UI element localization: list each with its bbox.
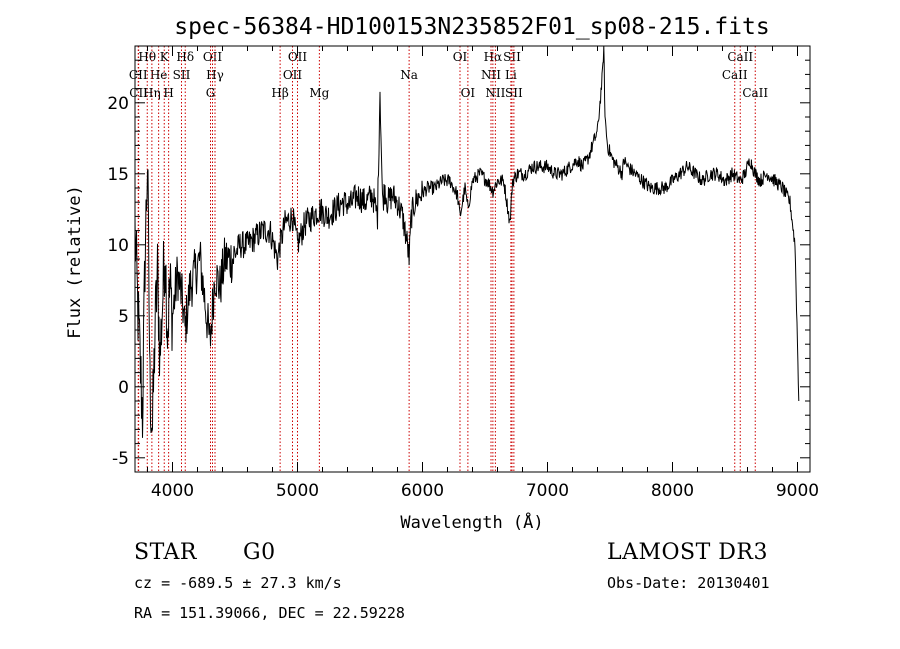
y-tick-label: -5 <box>112 449 129 469</box>
x-axis-label: Wavelength (Å) <box>400 511 543 533</box>
plot-frame <box>134 45 811 473</box>
line-marker-label: Hα <box>484 50 503 64</box>
spectrum-line <box>134 45 800 438</box>
spectrum-plot: spec-56384-HD100153N235852F01_sp08-215.f… <box>65 14 819 533</box>
line-marker-label: Hβ <box>271 86 288 100</box>
y-tick-label: 10 <box>107 236 129 256</box>
chart-title: spec-56384-HD100153N235852F01_sp08-215.f… <box>174 14 769 40</box>
y-tick-label: 5 <box>118 307 129 327</box>
line-marker-label: H <box>163 86 173 100</box>
line-marker-label: OII <box>203 50 223 64</box>
y-axis-label: Flux (relative) <box>65 185 85 339</box>
redshift-velocity: cz = -689.5 ± 27.3 km/s <box>134 574 342 592</box>
line-marker-label: Mg <box>309 86 329 100</box>
line-marker-label: Hγ <box>206 68 224 82</box>
line-marker-label: OI <box>461 86 476 100</box>
line-marker-label: Hη <box>143 86 161 100</box>
y-tick-label: 15 <box>107 165 129 185</box>
line-marker-label: G <box>206 86 216 100</box>
x-tick-label: 4000 <box>151 481 194 501</box>
x-tick-label: 8000 <box>651 481 694 501</box>
line-marker-label: CaII <box>742 86 768 100</box>
object-class: STAR <box>134 540 197 565</box>
spectral-subclass: G0 <box>243 540 276 565</box>
line-marker-label: OII <box>283 68 303 82</box>
observation-date: Obs-Date: 20130401 <box>607 574 770 592</box>
line-marker-label: SII <box>173 68 191 82</box>
line-marker-label: SII <box>503 50 521 64</box>
line-marker-label: Na <box>400 68 418 82</box>
x-tick-label: 6000 <box>401 481 444 501</box>
line-marker-label: CII <box>129 86 148 100</box>
y-tick-label: 0 <box>118 378 129 398</box>
line-marker-label: K <box>160 50 170 64</box>
line-marker-label: OI <box>453 50 468 64</box>
x-tick-label: 9000 <box>776 481 819 501</box>
line-marker-label: He <box>150 68 168 82</box>
line-marker-label: NII <box>481 68 501 82</box>
line-marker-label: NII <box>485 86 505 100</box>
y-tick-label: 20 <box>107 94 129 114</box>
line-marker-label: Hδ <box>176 50 194 64</box>
spectrum-layer <box>134 45 800 438</box>
line-marker-label: CaII <box>727 50 753 64</box>
line-marker-label: SII <box>505 86 523 100</box>
sky-coordinates: RA = 151.39066, DEC = 22.59228 <box>134 604 405 622</box>
line-marker-label: Li <box>505 68 517 82</box>
axis-ticks: 4000 5000 6000 7000 8000 9000 -5 0 5 10 15 20 <box>107 45 819 501</box>
line-marker-label: CaII <box>722 68 748 82</box>
line-marker-label: Hθ <box>138 50 156 64</box>
x-tick-label: 5000 <box>276 481 319 501</box>
line-marker-layer: HθKHδOIIOIIOIHαSIICaIICIIHeSIIHγOIINaNII… <box>129 46 768 472</box>
survey-name: LAMOST DR3 <box>607 540 768 565</box>
x-tick-label: 7000 <box>526 481 569 501</box>
